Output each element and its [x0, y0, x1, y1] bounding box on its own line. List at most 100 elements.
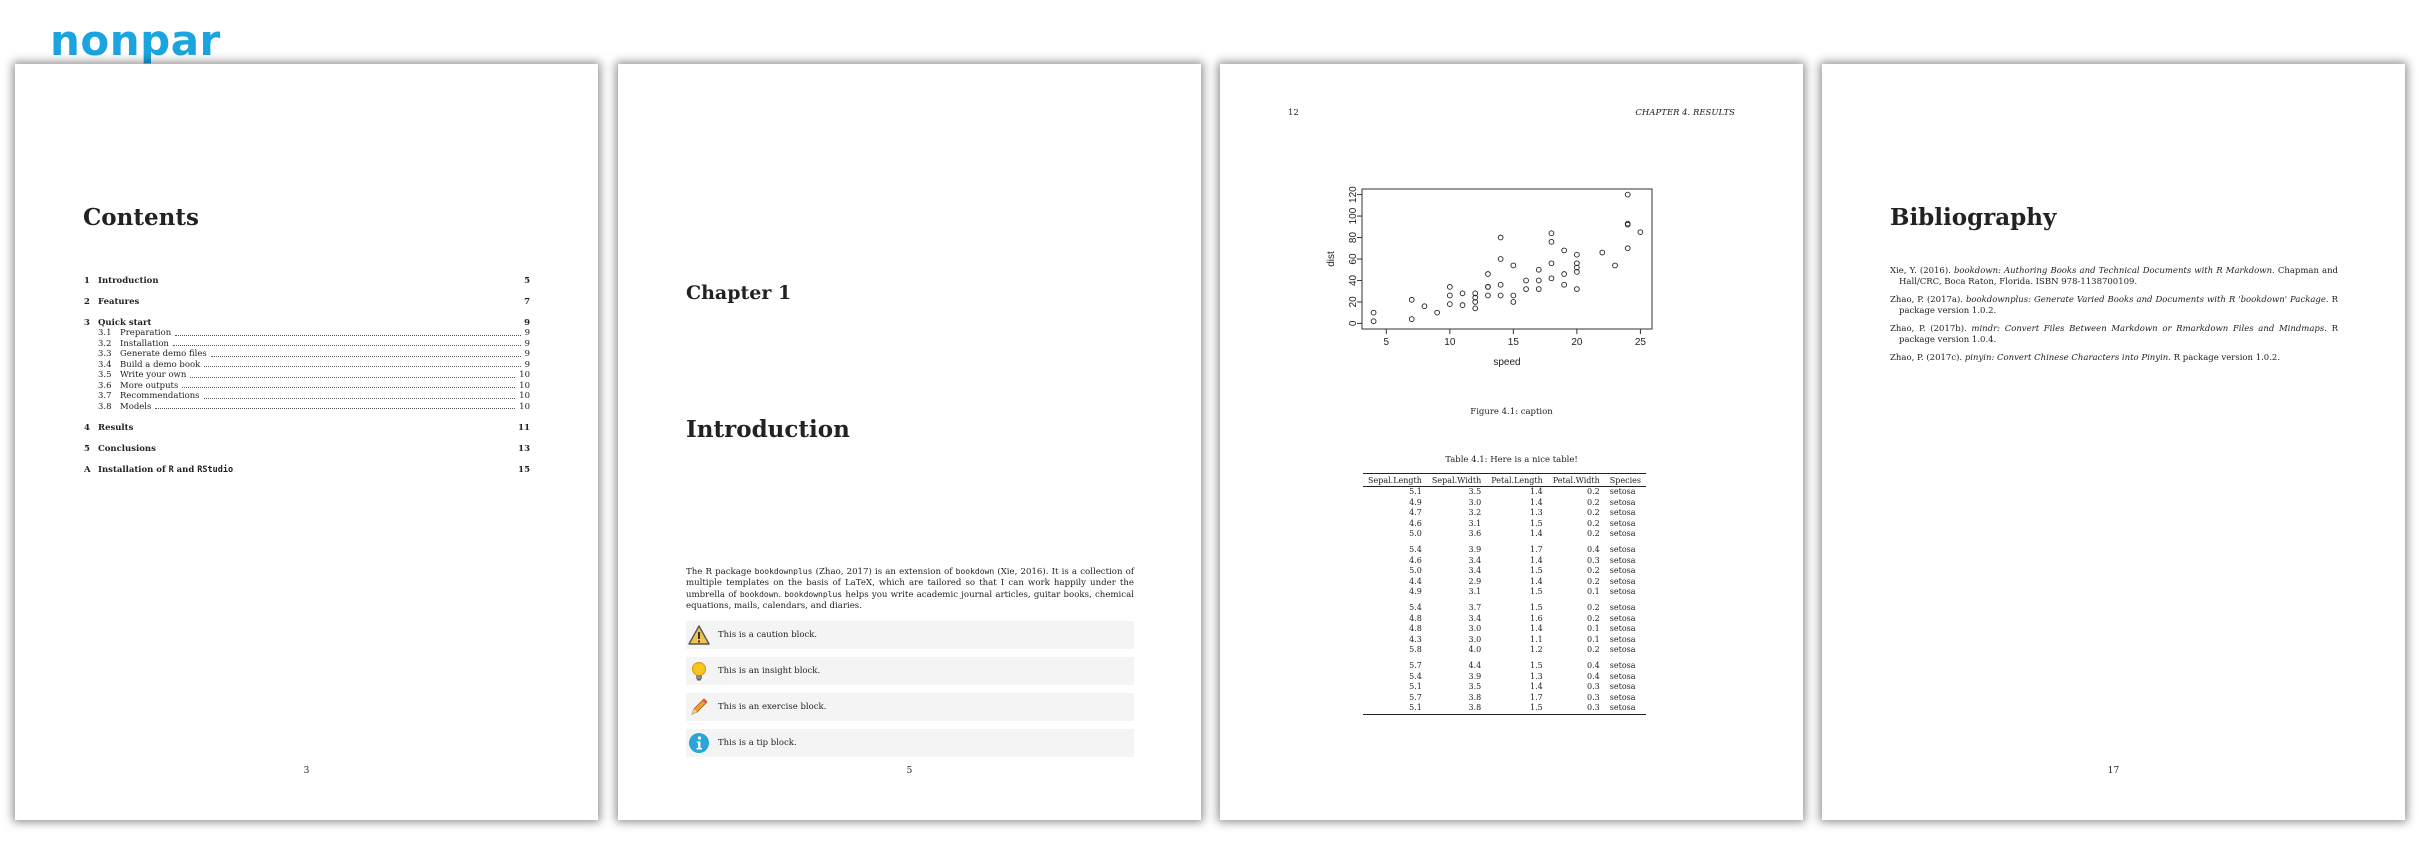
table-cell: 1.4	[1530, 529, 1543, 539]
table-cell: 3.9	[1468, 671, 1482, 681]
bibliography-entry: Zhao, P. (2017a). bookdownplus: Generate…	[1890, 295, 2338, 317]
exercise-icon	[691, 698, 708, 715]
toc-chapter: 2 Features 7	[84, 297, 530, 307]
table-cell: 3.7	[1468, 602, 1482, 612]
table-cell: 4.6	[1409, 555, 1422, 565]
x-tick-label: 5	[1384, 337, 1390, 348]
table-cell: 3.1	[1468, 518, 1482, 528]
table-cell: 1.6	[1530, 613, 1543, 623]
data-point	[1459, 302, 1466, 309]
bib-publisher: . R package version 1.0.2.	[1899, 295, 2339, 316]
intro-paragraph: The R package bookdownplus (Zhao, 2017) …	[686, 567, 1135, 611]
y-tick-label: 60	[1348, 253, 1359, 265]
toc-section-title: Models	[120, 401, 152, 412]
chapter-label: Chapter 1	[686, 282, 792, 304]
toc-leader	[190, 370, 516, 378]
bib-title: bookdownplus: Generate Varied Books and …	[1965, 295, 2326, 305]
toc-section: 3.1 Preparation 9	[84, 328, 530, 339]
y-tick-label: 0	[1348, 320, 1359, 326]
toc-section-title: Installation	[120, 338, 169, 349]
toc-section-page: 10	[519, 380, 530, 391]
toc-appendix-code: R	[168, 465, 174, 475]
table-cell: 0.4	[1587, 660, 1600, 670]
insight-icon	[692, 662, 706, 681]
bib-publisher: . Chapman and Hall/CRC, Boca Raton, Flor…	[1899, 266, 2338, 287]
data-point	[1561, 247, 1568, 254]
table-cell: 3.6	[1468, 529, 1482, 539]
toc-section-number: 3.3	[98, 349, 112, 359]
table-cell: 3.2	[1468, 508, 1482, 518]
data-point	[1472, 290, 1479, 297]
table-cell: 5.8	[1409, 645, 1422, 655]
table-row: 5.7 3.8 1.7 0.3 setosa	[1363, 693, 1646, 704]
toc-chapter-title: Conclusions	[98, 444, 156, 454]
table-cell: 1.5	[1486, 703, 1548, 715]
y-tick-label: 20	[1348, 296, 1359, 308]
table-cell: 4.3	[1409, 634, 1422, 644]
table-cell: 4.6	[1409, 518, 1422, 528]
toc-chapter-title: Features	[98, 297, 140, 307]
table-cell: 0.3	[1587, 682, 1600, 692]
toc-section-number: 3.5	[98, 370, 112, 380]
table-cell: 0.3	[1587, 555, 1600, 565]
table-cell: 4.9	[1409, 497, 1422, 507]
page-number: 3	[303, 766, 310, 776]
toc-chapter-page: 9	[524, 318, 530, 328]
table-cell: 4.4	[1468, 660, 1482, 670]
table-cell: 0.1	[1587, 624, 1600, 634]
toc-appendix: A Installation of R and RStudio 15	[84, 465, 530, 475]
table-cell: 0.2	[1587, 518, 1600, 528]
data-point	[1523, 286, 1529, 292]
page-number: 17	[2107, 766, 2120, 776]
table-cell: setosa	[1609, 529, 1636, 539]
tip-text: This is a tip block.	[718, 738, 797, 748]
table-cell: 5.4	[1409, 671, 1422, 681]
toc-appendix-page: 15	[518, 465, 530, 475]
exercise-block: This is an exercise block.	[686, 693, 1134, 721]
data-point	[1612, 262, 1618, 269]
toc-section-title: Recommendations	[120, 391, 200, 401]
tip-icon	[689, 733, 709, 753]
toc-appendix-title: Installation of R and RStudio	[98, 465, 518, 475]
toc-chapter-title: Quick start	[98, 318, 152, 328]
table-row: 5.4 3.9 1.3 0.4 setosa	[1363, 672, 1646, 683]
table-cell: 1.2	[1530, 645, 1543, 655]
data-point	[1599, 249, 1606, 256]
data-point	[1510, 299, 1517, 305]
data-point	[1624, 191, 1631, 198]
insight-text: This is an insight block.	[718, 666, 821, 676]
table-cell: 1.3	[1530, 671, 1543, 681]
table-cell: 5.4	[1409, 544, 1422, 554]
data-point	[1535, 277, 1542, 284]
table-row: 4.4 2.9 1.4 0.2 setosa	[1363, 577, 1646, 588]
bib-title: bookdown: Authoring Books and Technical …	[1953, 266, 2273, 276]
y-axis-label: dist	[1326, 251, 1337, 267]
data-point	[1472, 294, 1479, 301]
data-point	[1446, 301, 1453, 307]
table-cell: 0.4	[1587, 671, 1600, 681]
data-point	[1408, 296, 1415, 303]
table-cell: 1.4	[1530, 555, 1543, 565]
table-cell: 3.4	[1468, 566, 1482, 576]
page-chapter-1: Chapter 1 Introduction The R package boo…	[618, 64, 1201, 820]
table-cell: setosa	[1609, 497, 1636, 507]
page-results: 12 CHAPTER 4. RESULTS 5 10 15 20 25 0 20 40 60 80…	[1220, 64, 1803, 820]
data-point	[1574, 251, 1580, 258]
data-point	[1548, 275, 1555, 282]
exercise-text: This is an exercise block.	[718, 702, 827, 712]
table-cell: setosa	[1609, 555, 1636, 565]
table-cell: 4.0	[1468, 645, 1482, 655]
table-cell: 0.3	[1547, 703, 1605, 715]
toc-leader	[182, 381, 516, 388]
table-row: 4.7 3.2 1.3 0.2 setosa	[1363, 508, 1646, 519]
table-cell: 1.4	[1530, 624, 1543, 634]
table-row: 5.1 3.8 1.5 0.3 setosa	[1363, 703, 1646, 715]
table-cell: 0.2	[1587, 566, 1600, 576]
toc-chapter-title: Introduction	[98, 276, 159, 286]
table-cell: 0.2	[1587, 529, 1600, 539]
table-cell: setosa	[1604, 703, 1646, 715]
table-cell: setosa	[1609, 634, 1636, 644]
toc-section-page: 9	[524, 338, 530, 349]
table-row: 4.9 3.0 1.4 0.2 setosa	[1363, 498, 1646, 509]
table-header: Petal.Length	[1486, 473, 1548, 487]
